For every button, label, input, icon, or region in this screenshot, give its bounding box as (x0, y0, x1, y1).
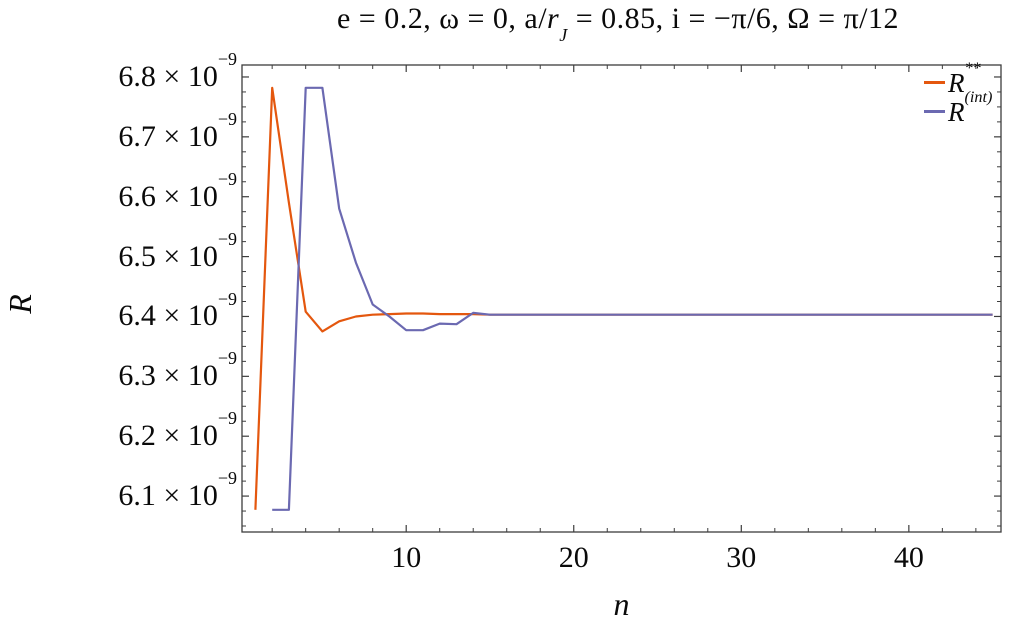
title-segment: r (547, 2, 560, 35)
y-tick-label: 6.4 × 10−9 (40, 290, 237, 333)
y-tick-exponent: −9 (217, 228, 237, 249)
y-tick-label: 6.1 × 10−9 (40, 469, 237, 513)
y-tick-label: 6.3 × 10−9 (40, 349, 237, 393)
y-tick-label: 6.5 × 10−9 (40, 230, 237, 274)
title-segment: = 0.85, i = −π/6, Ω = π/12 (567, 2, 900, 35)
legend-line-swatch (924, 81, 945, 84)
y-tick-exponent: −9 (217, 348, 237, 369)
title-segment: e = 0.2, ω = 0, a/ (336, 2, 548, 35)
title-segment: J (559, 25, 568, 46)
y-tick-mantissa: 6.5 × 10 (118, 239, 218, 273)
x-tick-label: 10 (391, 541, 422, 574)
series-line-1 (272, 86, 993, 511)
x-tick-label: 20 (558, 541, 589, 574)
legend-label-base: R (948, 68, 965, 98)
y-tick-exponent: −9 (217, 49, 237, 70)
legend-label-base: R (948, 97, 965, 127)
legend-label: R** (948, 60, 981, 98)
y-tick-mantissa: 6.7 × 10 (118, 119, 218, 153)
y-tick-label: 6.7 × 10−9 (40, 110, 237, 154)
y-tick-mantissa: 6.1 × 10 (118, 479, 218, 513)
x-tick-label: 30 (726, 541, 757, 574)
legend-entry: R(int) (924, 89, 992, 127)
y-tick-exponent: −9 (217, 168, 237, 189)
legend-label-sup: (int) (964, 88, 993, 107)
series-line-0 (254, 86, 993, 510)
y-tick-label: 6.2 × 10−9 (40, 409, 237, 453)
y-tick-mantissa: 6.6 × 10 (118, 179, 218, 213)
y-tick-exponent: −9 (217, 108, 237, 129)
plot-title: e = 0.2, ω = 0, a/rJ = 0.85, i = −π/6, Ω… (232, 2, 1004, 44)
y-tick-mantissa: 6.4 × 10 (118, 299, 218, 333)
x-axis-label: n (613, 586, 630, 622)
plot-frame (241, 64, 1002, 533)
legend-entry: R** (924, 60, 992, 98)
y-tick-mantissa: 6.3 × 10 (118, 359, 218, 393)
y-tick-exponent: −9 (217, 288, 237, 309)
legend-label-sup: ** (964, 59, 981, 78)
y-tick-label: 6.8 × 10−9 (40, 50, 237, 94)
legend-line-swatch (924, 110, 945, 113)
x-tick-label: 40 (893, 541, 924, 574)
legend-label: R(int) (948, 89, 992, 127)
y-tick-label: 6.6 × 10−9 (40, 170, 237, 214)
y-tick-exponent: −9 (217, 408, 237, 429)
y-tick-mantissa: 6.2 × 10 (118, 419, 218, 453)
y-axis-label: R (1, 294, 38, 314)
legend: R** R(int) (924, 60, 992, 127)
y-tick-mantissa: 6.8 × 10 (118, 59, 218, 93)
y-tick-exponent: −9 (217, 468, 237, 489)
